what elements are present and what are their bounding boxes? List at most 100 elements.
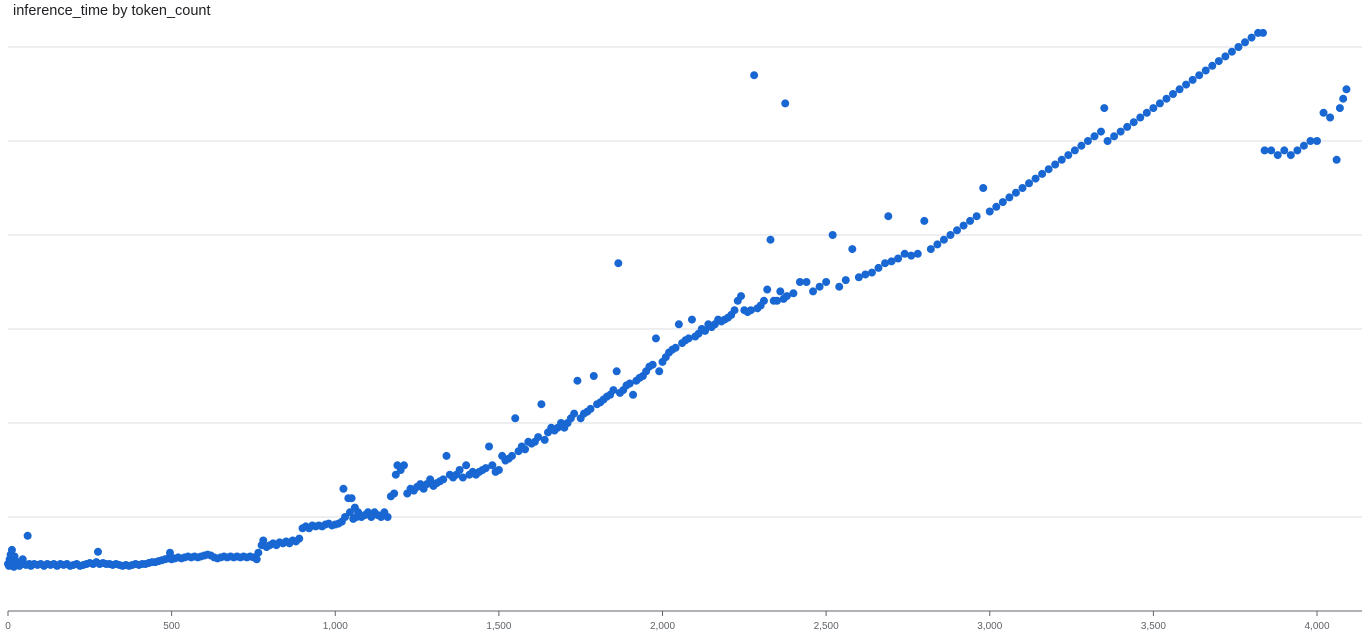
scatter-point[interactable] [773, 296, 782, 305]
scatter-point[interactable] [1335, 104, 1344, 113]
scatter-point[interactable] [390, 489, 399, 498]
scatter-point[interactable] [966, 216, 975, 225]
scatter-point[interactable] [586, 404, 595, 413]
scatter-point[interactable] [1195, 71, 1204, 80]
scatter-point[interactable] [537, 400, 546, 409]
scatter-point[interactable] [1038, 169, 1047, 178]
scatter-point[interactable] [1136, 113, 1145, 122]
scatter-point[interactable] [651, 334, 660, 343]
scatter-point[interactable] [766, 235, 775, 244]
scatter-point[interactable] [488, 461, 497, 470]
scatter-point[interactable] [815, 282, 824, 291]
scatter-point[interactable] [1057, 155, 1066, 164]
scatter-point[interactable] [252, 555, 261, 564]
scatter-point[interactable] [1031, 174, 1040, 183]
scatter-point[interactable] [687, 315, 696, 324]
scatter-point[interactable] [1097, 127, 1106, 136]
scatter-point[interactable] [1313, 137, 1321, 145]
scatter-point[interactable] [763, 285, 772, 294]
scatter-point[interactable] [1051, 160, 1060, 169]
scatter-point[interactable] [23, 531, 32, 540]
scatter-point[interactable] [1234, 43, 1243, 51]
scatter-point[interactable] [1208, 61, 1217, 70]
scatter-point[interactable] [609, 386, 618, 395]
scatter-point[interactable] [1110, 132, 1119, 141]
scatter-point[interactable] [1293, 146, 1302, 155]
scatter-point[interactable] [442, 451, 451, 460]
scatter-point[interactable] [1339, 94, 1348, 103]
scatter-point[interactable] [511, 414, 520, 423]
scatter-point[interactable] [1280, 146, 1289, 155]
scatter-point[interactable] [570, 409, 579, 418]
scatter-point[interactable] [1241, 38, 1250, 47]
scatter-point[interactable] [946, 231, 955, 239]
scatter-point[interactable] [1182, 80, 1191, 89]
scatter-point[interactable] [1064, 151, 1073, 160]
scatter-point[interactable] [959, 221, 968, 230]
scatter-point[interactable] [1142, 108, 1151, 117]
scatter-point[interactable] [684, 334, 693, 343]
scatter-point[interactable] [1332, 155, 1341, 164]
scatter-point[interactable] [992, 202, 1001, 211]
scatter-point[interactable] [1025, 179, 1034, 188]
scatter-point[interactable] [939, 235, 948, 244]
scatter-point[interactable] [759, 296, 768, 305]
scatter-point[interactable] [1342, 85, 1351, 94]
scatter-point[interactable] [458, 473, 467, 482]
scatter-point[interactable] [1100, 104, 1109, 113]
scatter-point[interactable] [1175, 85, 1184, 94]
scatter-point[interactable] [730, 306, 739, 315]
scatter-point[interactable] [1267, 146, 1276, 155]
scatter-point[interactable] [884, 212, 893, 221]
scatter-point[interactable] [455, 466, 464, 474]
scatter-point[interactable] [629, 390, 638, 399]
scatter-point[interactable] [589, 372, 598, 380]
scatter-point[interactable] [462, 461, 471, 470]
scatter-point[interactable] [1155, 99, 1164, 108]
scatter-point[interactable] [1083, 137, 1092, 145]
scatter-point[interactable] [439, 475, 448, 484]
scatter-point[interactable] [1247, 33, 1256, 42]
scatter-point[interactable] [655, 367, 664, 376]
scatter-point[interactable] [746, 306, 755, 315]
scatter-point[interactable] [612, 367, 621, 376]
scatter-point[interactable] [1214, 57, 1223, 66]
scatter-point[interactable] [1011, 188, 1020, 197]
scatter-point[interactable] [894, 254, 903, 263]
scatter-point[interactable] [507, 451, 516, 460]
scatter-point[interactable] [295, 534, 304, 543]
scatter-point[interactable] [165, 548, 174, 557]
scatter-point[interactable] [1273, 151, 1282, 160]
scatter-point[interactable] [1286, 151, 1295, 160]
scatter-point[interactable] [1260, 146, 1269, 155]
scatter-point[interactable] [828, 231, 837, 239]
scatter-point[interactable] [848, 245, 857, 254]
scatter-point[interactable] [913, 249, 922, 258]
scatter-point[interactable] [347, 494, 356, 503]
scatter-point[interactable] [861, 270, 870, 279]
scatter-point[interactable] [648, 360, 657, 369]
scatter-point[interactable] [1306, 137, 1315, 145]
scatter-point[interactable] [1044, 165, 1053, 174]
scatter-point[interactable] [339, 484, 348, 493]
scatter-point[interactable] [776, 287, 785, 296]
scatter-point[interactable] [985, 207, 994, 216]
scatter-point[interactable] [1169, 90, 1178, 98]
scatter-point[interactable] [93, 547, 102, 556]
scatter-point[interactable] [426, 475, 435, 484]
scatter-point[interactable] [854, 273, 863, 282]
scatter-point[interactable] [972, 212, 981, 221]
scatter-point[interactable] [485, 442, 494, 451]
scatter-point[interactable] [998, 198, 1007, 207]
scatter-point[interactable] [781, 99, 790, 108]
scatter-point[interactable] [750, 71, 759, 80]
scatter-point[interactable] [1299, 141, 1308, 150]
scatter-point[interactable] [979, 184, 988, 192]
scatter-point[interactable] [1077, 141, 1086, 150]
scatter-point[interactable] [900, 249, 909, 258]
scatter-point[interactable] [1123, 122, 1132, 131]
scatter-point[interactable] [614, 259, 623, 268]
scatter-point[interactable] [867, 268, 876, 277]
scatter-point[interactable] [259, 536, 268, 545]
scatter-point[interactable] [671, 343, 680, 352]
